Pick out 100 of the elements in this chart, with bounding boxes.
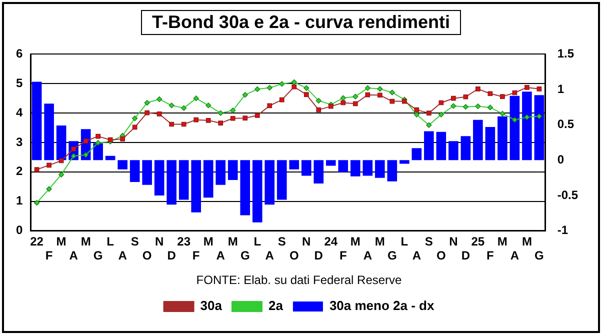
y2-tick-label: 1 xyxy=(557,82,564,96)
point xyxy=(83,138,88,144)
bar xyxy=(44,104,54,160)
bar xyxy=(387,160,398,182)
point xyxy=(108,137,113,142)
x-tick-label: S xyxy=(130,234,139,248)
point xyxy=(500,94,505,100)
y-tick-label: 0 xyxy=(16,223,23,238)
x-tick-label: O xyxy=(436,248,446,263)
point xyxy=(96,134,100,139)
point xyxy=(206,102,212,108)
bar xyxy=(326,160,336,166)
x-tick-label: 23 xyxy=(177,234,191,248)
x-tick-label: A xyxy=(69,248,78,263)
bar xyxy=(485,126,496,160)
x-tick-label: N xyxy=(302,234,311,248)
x-tick-label: G xyxy=(534,248,544,263)
x-tick-label: 22 xyxy=(30,234,44,248)
point xyxy=(316,98,322,104)
point xyxy=(377,86,383,92)
point xyxy=(132,116,138,122)
bar xyxy=(436,132,446,160)
point xyxy=(438,112,444,118)
point xyxy=(34,167,40,172)
x-tick-label: F xyxy=(192,248,200,263)
point xyxy=(475,103,481,110)
x-tick-label: F xyxy=(45,248,53,263)
point xyxy=(181,105,187,111)
x-tick-label: A xyxy=(510,248,520,263)
bar xyxy=(338,160,348,172)
point xyxy=(218,110,224,116)
point xyxy=(377,92,382,98)
point xyxy=(524,85,530,90)
point xyxy=(476,86,480,92)
x-tick-label: M xyxy=(497,234,508,248)
point xyxy=(524,114,530,120)
bar xyxy=(56,126,66,160)
point xyxy=(450,103,456,109)
x-tick-label: D xyxy=(461,248,470,263)
point xyxy=(414,107,420,112)
bar xyxy=(93,143,103,160)
point xyxy=(291,79,297,85)
x-tick-label: M xyxy=(522,234,532,248)
bar xyxy=(375,160,385,178)
bar xyxy=(130,160,140,182)
point xyxy=(58,172,64,178)
y-tick-label: 1 xyxy=(16,194,23,208)
bar xyxy=(142,160,152,185)
bar xyxy=(264,160,275,205)
point xyxy=(266,84,272,91)
point xyxy=(340,95,346,101)
point xyxy=(451,96,456,101)
bar xyxy=(178,160,189,200)
point xyxy=(242,116,248,120)
point xyxy=(463,94,468,100)
x-tick-label: L xyxy=(254,234,262,248)
point xyxy=(390,98,395,104)
point xyxy=(230,116,236,121)
x-tick-label: O xyxy=(142,248,152,263)
bar xyxy=(105,156,116,160)
point xyxy=(267,103,272,108)
y2-tick-label: 0.5 xyxy=(557,117,574,132)
point xyxy=(254,113,260,118)
x-tick-label: A xyxy=(216,248,226,263)
x-tick-label: S xyxy=(424,234,433,248)
point xyxy=(512,90,518,96)
y-tick-label: 6 xyxy=(16,46,23,61)
x-tick-label: L xyxy=(106,234,114,248)
x-tick-label: M xyxy=(228,234,238,248)
bar xyxy=(424,131,434,160)
bar xyxy=(228,160,238,180)
bar xyxy=(276,160,287,200)
bar xyxy=(510,96,520,160)
x-tick-label: F xyxy=(486,248,494,263)
legend-label: 30a meno 2a - dx xyxy=(329,298,435,314)
point xyxy=(144,110,150,116)
x-tick-label: M xyxy=(350,234,360,248)
legend-label: 2a xyxy=(268,298,284,314)
point xyxy=(218,120,224,126)
bar xyxy=(154,160,164,196)
bar xyxy=(203,160,214,198)
y2-tick-label: 0 xyxy=(557,152,564,166)
point xyxy=(132,124,138,130)
x-tick-label: N xyxy=(155,234,164,248)
point xyxy=(156,112,162,116)
point xyxy=(304,85,310,91)
y2-tick-label: -1 xyxy=(557,223,568,238)
point xyxy=(536,86,542,92)
x-tick-label: L xyxy=(400,234,408,248)
point xyxy=(46,186,52,192)
x-tick-label: O xyxy=(289,248,299,263)
point xyxy=(46,162,52,168)
point xyxy=(168,102,174,108)
x-tick-label: A xyxy=(265,248,274,263)
point xyxy=(194,117,199,122)
point xyxy=(169,122,174,127)
bar xyxy=(448,141,458,160)
bar xyxy=(240,160,250,216)
bar xyxy=(362,160,373,176)
point xyxy=(340,100,346,106)
